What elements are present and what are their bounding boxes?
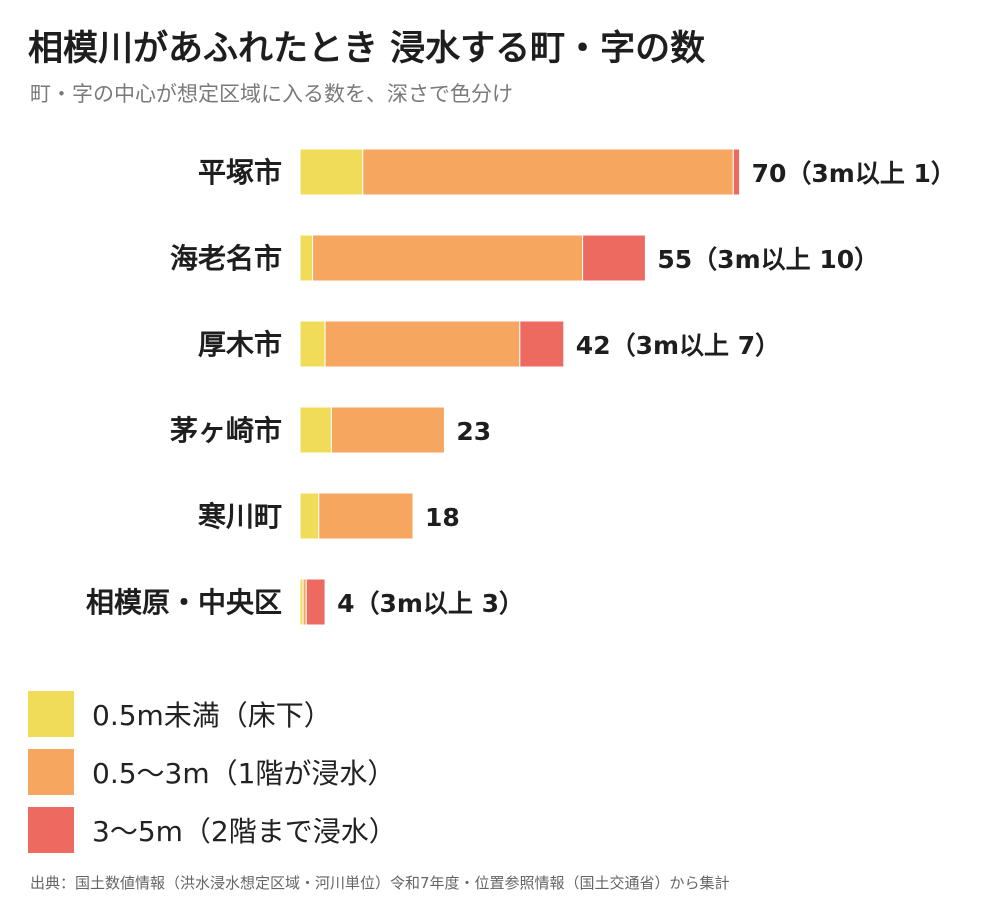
bar-segment-0-5-to-3m <box>312 234 584 282</box>
category-label: 海老名市 <box>170 242 282 275</box>
legend-swatch-under-0-5m <box>28 691 74 737</box>
bar-segment-3-to-5m <box>305 578 326 626</box>
bar-value-label: 23 <box>456 417 491 446</box>
bar-value-label: 70（3m以上 1） <box>752 159 956 188</box>
legend-swatch-3-to-5m <box>28 807 74 853</box>
legend-label-under-0-5m: 0.5m未満（床下） <box>92 699 332 732</box>
chart-title: 相模川があふれたとき 浸水する町・字の数 <box>28 29 706 69</box>
legend-swatch-0-5-to-3m <box>28 749 74 795</box>
stacked-bar-chart: 平塚市 70（3m以上 1） 海老名市 55（3m以上 10） 厚木市 42（3m以上 7… <box>86 148 956 626</box>
legend-item-3-to-5m: 3〜5m（2階まで浸水） <box>28 804 397 856</box>
category-label: 寒川町 <box>198 500 282 533</box>
bar-value-label: 42（3m以上 7） <box>576 331 780 360</box>
bar-segment-0-5-to-3m <box>330 406 445 454</box>
bar-value-label: 4（3m以上 3） <box>337 589 524 618</box>
bar-segment-under-0-5m <box>299 320 326 368</box>
bar-segment-3-to-5m <box>582 234 646 282</box>
legend-item-under-0-5m: 0.5m未満（床下） <box>28 688 397 740</box>
bar-segment-3-to-5m <box>732 148 741 196</box>
bar-segment-under-0-5m <box>299 234 314 282</box>
bar-segment-0-5-to-3m <box>362 148 734 196</box>
legend: 0.5m未満（床下） 0.5〜3m（1階が浸水） 3〜5m（2階まで浸水） <box>28 688 397 862</box>
category-label: 厚木市 <box>198 328 282 361</box>
bar-segment-3-to-5m <box>519 320 565 368</box>
source-note: 出典：国土数値情報（洪水浸水想定区域・河川単位）令和7年度・位置参照情報（国土交… <box>30 874 730 892</box>
bar-value-label: 18 <box>425 503 460 532</box>
category-label: 相模原・中央区 <box>86 586 282 619</box>
legend-label-0-5-to-3m: 0.5〜3m（1階が浸水） <box>92 757 396 790</box>
bar-segment-0-5-to-3m <box>302 578 307 626</box>
bar-segment-0-5-to-3m <box>324 320 521 368</box>
bar-segment-under-0-5m <box>299 492 320 540</box>
legend-item-0-5-to-3m: 0.5〜3m（1階が浸水） <box>28 746 397 798</box>
category-label: 茅ヶ崎市 <box>170 414 282 447</box>
chart-subtitle: 町・字の中心が想定区域に入る数を、深さで色分け <box>30 82 513 106</box>
bar-value-label: 55（3m以上 10） <box>657 245 879 274</box>
bar-segment-under-0-5m <box>299 406 332 454</box>
bar-segment-under-0-5m <box>299 148 364 196</box>
bar-segment-0-5-to-3m <box>318 492 414 540</box>
category-label: 平塚市 <box>198 156 282 189</box>
legend-label-3-to-5m: 3〜5m（2階まで浸水） <box>92 815 397 848</box>
